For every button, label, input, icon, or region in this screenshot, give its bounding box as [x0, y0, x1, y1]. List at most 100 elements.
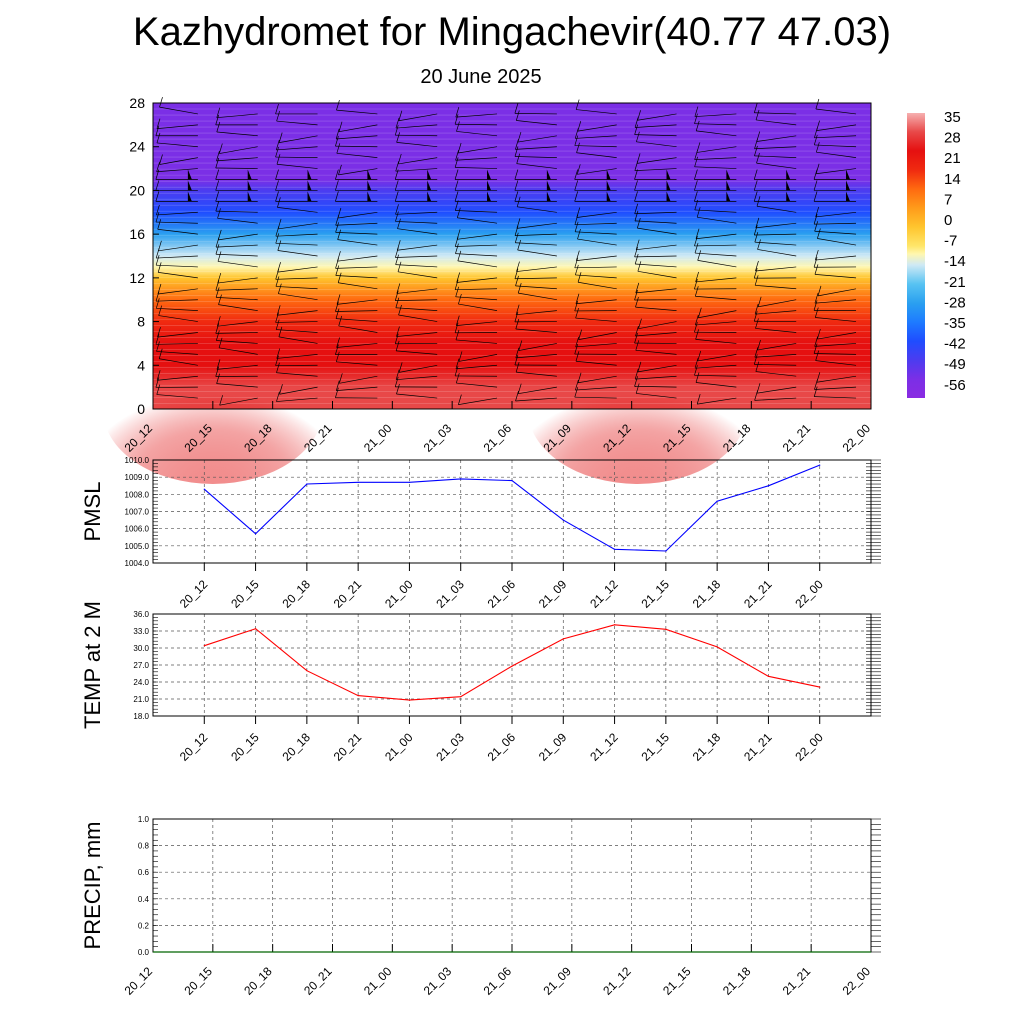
wind-barb [275, 319, 318, 333]
wind-barb [216, 107, 258, 119]
wind-barb-feather [577, 228, 581, 240]
wind-barb-feather [576, 250, 580, 261]
wind-barb-shaft [635, 306, 677, 311]
wind-barb [516, 261, 557, 272]
wind-barb [398, 304, 438, 322]
wind-barb-feather [574, 387, 579, 398]
wind-barb [215, 191, 258, 202]
wind-barb-feather [156, 161, 160, 172]
wind-barb [156, 161, 198, 173]
wind-barb [817, 228, 857, 246]
wind-barb [517, 383, 557, 395]
wind-barb [574, 300, 617, 312]
wind-barb [336, 294, 378, 305]
wind-barb-feather [335, 308, 340, 319]
wind-barb [276, 110, 318, 126]
wind-barb-shaft [574, 396, 617, 399]
wind-barb [395, 254, 438, 268]
wind-barb [514, 311, 557, 323]
wind-barb-shaft [814, 230, 857, 235]
x-tick-label: 22_00 [840, 421, 874, 455]
x-tick-label: 21_15 [638, 730, 672, 764]
wind-barb-feather [577, 372, 582, 383]
wind-barb-shaft [695, 382, 737, 388]
wind-barb-feather [394, 191, 399, 202]
wind-barb [155, 191, 198, 202]
temperature-panel: 18.0 21.0 24.0 27.0 30.0 33.0 36.0 20_12 20_15 20… [80, 601, 881, 764]
wind-barb-feather [278, 326, 283, 337]
wind-barb-shaft [815, 108, 857, 115]
wind-barb-feather [697, 307, 702, 318]
wind-barb-feather [634, 191, 638, 202]
wind-barb-shaft [276, 329, 318, 333]
wind-barb-shaft [336, 343, 378, 348]
wind-barb-shaft [219, 146, 258, 154]
wind-barb-feather [815, 350, 820, 361]
wind-barb-shaft [816, 151, 857, 158]
wind-barb-shaft [694, 364, 737, 369]
wind-barb [457, 142, 498, 154]
wind-barb-feather [456, 272, 461, 283]
wind-barb-feather [335, 387, 339, 398]
wind-barb-shaft [399, 364, 438, 373]
wind-barb [813, 257, 857, 268]
data-point [357, 481, 359, 483]
wind-barb-shaft [275, 233, 318, 237]
wind-barb-shaft [697, 216, 737, 224]
wind-barb-shaft [457, 233, 498, 240]
wind-barb-shaft [574, 222, 617, 226]
x-tick-label: 21_21 [780, 421, 814, 455]
wind-barb [396, 326, 438, 337]
wind-barb-shaft [636, 244, 677, 251]
wind-barb-feather [516, 196, 521, 207]
wind-barb-shaft [516, 310, 557, 316]
wind-barb [634, 191, 677, 202]
wind-barb [454, 169, 498, 180]
wind-barb-feather [635, 297, 639, 308]
wind-barb [394, 125, 438, 137]
wind-barb [216, 359, 258, 370]
wind-barb [216, 373, 258, 388]
wind-barb-pennant [666, 169, 671, 180]
x-tick-label: 21_21 [741, 730, 775, 764]
wind-barb-feather [456, 207, 461, 218]
wind-barb [275, 233, 318, 246]
wind-barb [515, 275, 557, 290]
y-tick-label: 1005.0 [125, 542, 150, 551]
wind-barb-feather [515, 318, 520, 330]
wind-barb-feather [516, 218, 521, 229]
wind-barb-shaft [276, 397, 318, 402]
wind-barb-feather [514, 146, 519, 157]
wind-barb [634, 333, 677, 344]
wind-barb [695, 329, 737, 344]
wind-barb [458, 394, 498, 405]
wind-barb [455, 243, 498, 257]
wind-barb-feather [455, 315, 460, 326]
x-tick-label: 20_12 [177, 730, 211, 764]
wind-barb-shaft [335, 145, 378, 148]
wind-barb-feather [277, 218, 282, 230]
wind-barb-pennant [846, 191, 851, 202]
wind-barb-feather [215, 366, 220, 377]
y-tick-label: 12 [129, 270, 145, 286]
wind-barb-feather [335, 344, 339, 355]
wind-barb-feather [454, 200, 459, 211]
wind-barb [219, 395, 258, 406]
wind-barb-feather [514, 191, 519, 202]
wind-barb-feather [336, 337, 340, 348]
wind-barb-shaft [335, 275, 378, 279]
wind-barb-shaft [458, 303, 498, 311]
wind-barb-feather [454, 169, 459, 180]
wind-barb [275, 355, 318, 366]
wind-barb-feather [157, 327, 161, 338]
wind-barb-pennant [367, 191, 372, 202]
wind-barb-feather [753, 191, 758, 202]
wind-barb [755, 318, 797, 333]
wind-barb-shaft [157, 332, 198, 338]
wind-barb [277, 197, 318, 213]
x-tick-label: 21_12 [587, 730, 621, 764]
y-tick-label: 8 [137, 314, 145, 330]
x-tick-label: 21_03 [433, 577, 467, 611]
wind-barb-shaft [159, 358, 198, 366]
